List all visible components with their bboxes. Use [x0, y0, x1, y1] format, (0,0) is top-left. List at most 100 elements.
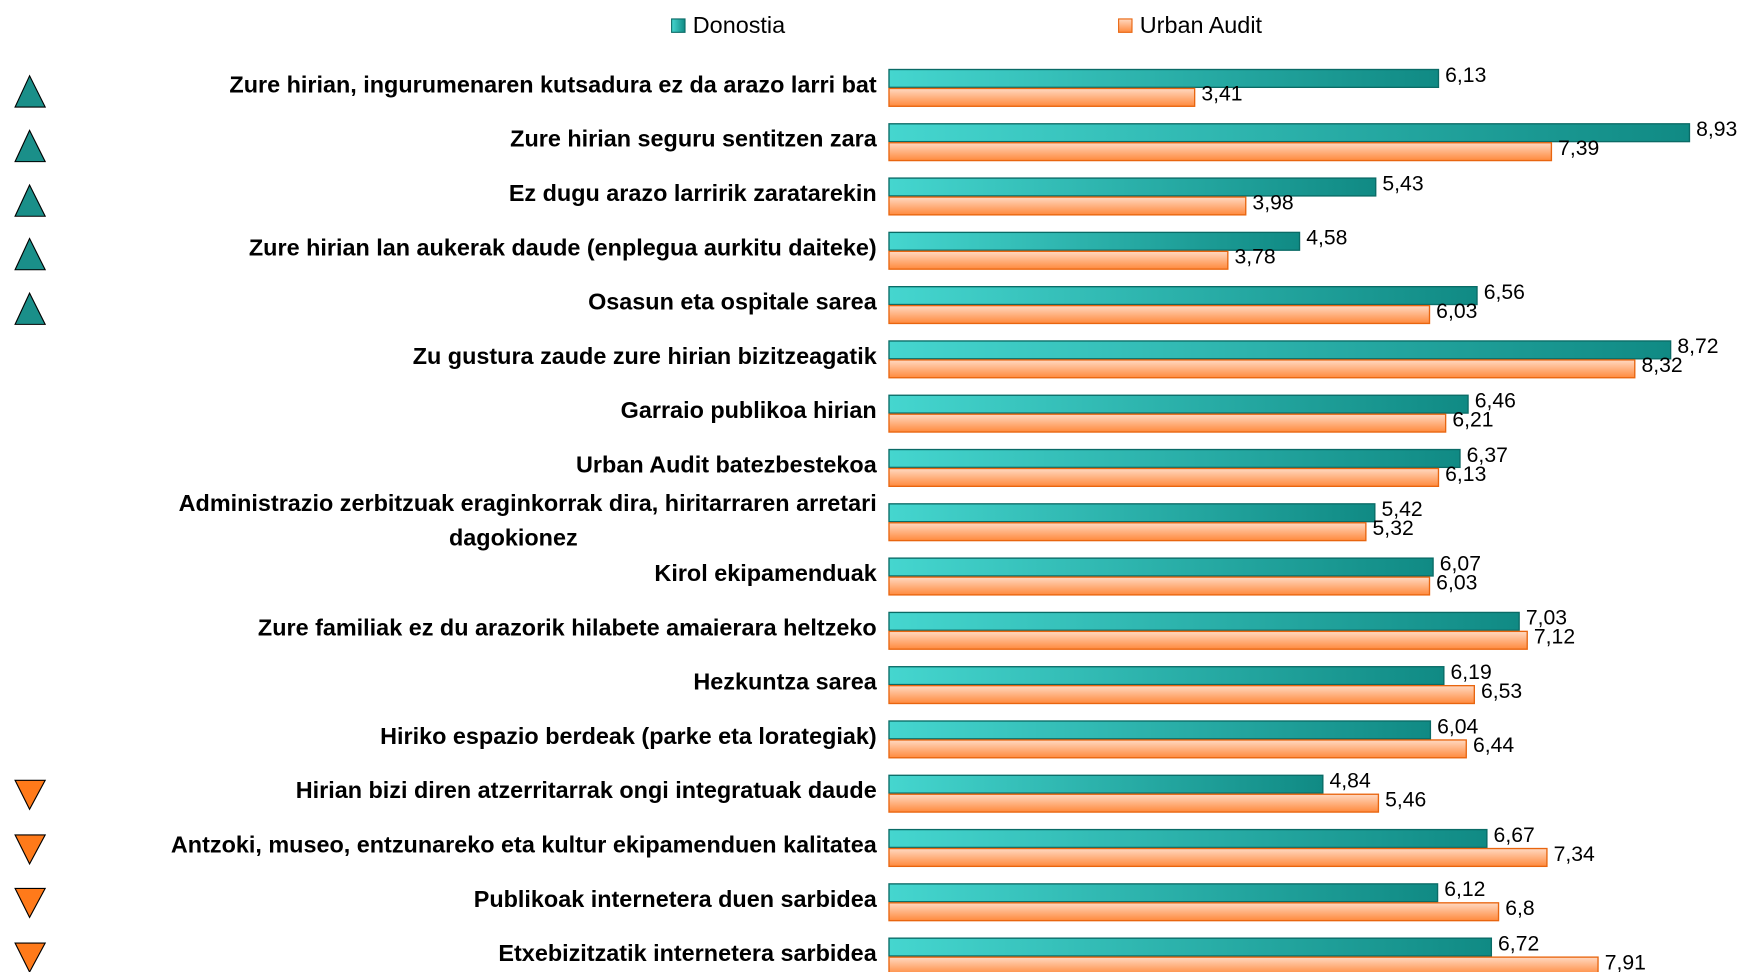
category-label: Publikoak internetera duen sarbidea [474, 886, 878, 912]
bar [888, 739, 1467, 759]
bar [888, 394, 1469, 414]
category-label: Garraio publikoa hirian [621, 397, 877, 423]
value-label: 6,21 [1452, 408, 1493, 431]
bar [888, 720, 1432, 740]
value-label: 5,46 [1385, 789, 1426, 812]
value-label: 8,32 [1641, 354, 1682, 377]
bar [888, 847, 1548, 868]
bar [888, 956, 1599, 972]
value-label: 6,44 [1473, 734, 1514, 757]
value-label: 7,12 [1534, 626, 1575, 649]
bar [888, 286, 1478, 306]
legend-swatch [1118, 18, 1133, 33]
bar [888, 68, 1440, 89]
bar [888, 774, 1324, 794]
category-label: Zu gustura zaude zure hirian bizitzeagat… [413, 343, 878, 369]
value-label: 5,43 [1382, 172, 1423, 195]
value-label: 7,39 [1558, 137, 1599, 160]
bar [888, 557, 1434, 577]
value-label: 4,58 [1306, 227, 1347, 250]
bar [888, 448, 1461, 469]
category-label: Urban Audit batezbestekoa [576, 451, 878, 477]
value-label: 3,41 [1201, 83, 1242, 106]
down-indicator [14, 779, 47, 811]
category-label: Kirol ekipamenduak [654, 560, 877, 586]
bar [888, 231, 1301, 251]
value-label: 6,72 [1498, 932, 1539, 955]
bar [888, 503, 1376, 523]
category-label: Etxebizitzatik internetera sarbidea [498, 940, 877, 966]
value-label: 6,13 [1445, 64, 1486, 87]
bar [888, 684, 1476, 705]
up-indicator [14, 74, 47, 108]
category-label: Zure hirian seguru sentitzen zara [510, 126, 878, 152]
category-label: Ez dugu arazo larririk zaratarekin [509, 180, 877, 206]
bar [888, 87, 1196, 107]
up-indicator [14, 183, 47, 217]
category-label: Zure familiak ez du arazorik hilabete am… [258, 614, 877, 640]
bar [888, 142, 1553, 162]
value-label: 6,07 [1440, 552, 1481, 575]
value-label: 8,72 [1677, 335, 1718, 358]
value-label: 6,46 [1475, 390, 1516, 413]
bar [888, 359, 1636, 379]
value-label: 6,19 [1451, 661, 1492, 684]
bar [888, 902, 1500, 922]
category-label: Zure hirian, ingurumenaren kutsadura ez … [229, 71, 877, 97]
value-label: 6,53 [1481, 680, 1522, 703]
value-label: 6,04 [1437, 715, 1478, 738]
legend-swatch [671, 18, 686, 33]
value-label: 6,37 [1467, 444, 1508, 467]
indicators [14, 74, 47, 972]
value-label: 6,03 [1436, 300, 1477, 323]
bar [888, 828, 1488, 849]
value-label: 6,56 [1484, 281, 1525, 304]
bar [888, 611, 1520, 631]
bar [888, 250, 1229, 270]
bar [888, 123, 1691, 143]
bar [888, 937, 1493, 957]
value-label: 7,91 [1605, 951, 1646, 972]
value-label: 7,03 [1526, 607, 1567, 630]
category-label: Antzoki, museo, entzunareko eta kultur e… [171, 831, 878, 857]
bar [888, 576, 1431, 596]
category-label: Zure hirian lan aukerak daude (enplegua … [249, 234, 877, 260]
down-indicator [14, 887, 47, 919]
value-label: 3,78 [1235, 246, 1276, 269]
value-label: 3,98 [1252, 191, 1293, 214]
bar [888, 413, 1447, 433]
bar [888, 467, 1440, 487]
bar [888, 666, 1445, 686]
value-label: 6,12 [1444, 878, 1485, 901]
legend-label: Donostia [693, 12, 786, 38]
bar [888, 522, 1367, 542]
bar [888, 793, 1380, 813]
up-indicator [14, 129, 47, 163]
value-label: 5,32 [1373, 517, 1414, 540]
bar [888, 630, 1528, 650]
value-label: 6,03 [1436, 571, 1477, 594]
up-indicator [14, 291, 47, 325]
up-indicator [14, 237, 47, 271]
category-label: Hezkuntza sarea [693, 669, 877, 695]
bar [888, 304, 1431, 325]
category-label: Hirian bizi diren atzerritarrak ongi int… [296, 777, 877, 803]
value-label: 6,8 [1505, 897, 1534, 920]
bar [888, 196, 1247, 216]
category-label: Osasun eta ospitale sarea [588, 289, 878, 315]
down-indicator [14, 942, 47, 972]
value-label: 8,93 [1696, 118, 1737, 141]
category-label: Administrazio zerbitzuak eraginkorrak di… [179, 490, 877, 551]
bar [888, 340, 1672, 360]
value-label: 6,13 [1445, 463, 1486, 486]
down-indicator [14, 834, 47, 866]
bar [888, 177, 1377, 197]
value-label: 4,84 [1330, 770, 1371, 793]
value-label: 5,42 [1382, 498, 1423, 521]
value-label: 6,67 [1494, 824, 1535, 847]
bar [888, 883, 1439, 903]
legend-label: Urban Audit [1140, 12, 1263, 38]
category-label: Hiriko espazio berdeak (parke eta lorate… [380, 723, 877, 749]
